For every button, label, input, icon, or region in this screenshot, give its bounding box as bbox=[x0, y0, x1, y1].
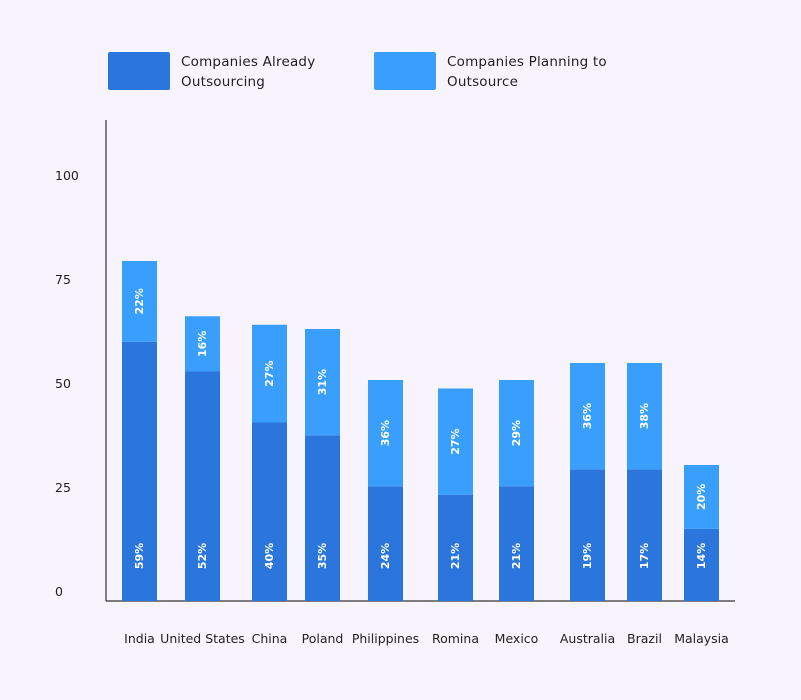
bar-segment-planning bbox=[438, 388, 473, 495]
data-label: 59% bbox=[133, 543, 146, 569]
bar-segment-planning bbox=[499, 380, 534, 487]
y-tick-label: 50 bbox=[55, 376, 71, 391]
x-tick-label: Malaysia bbox=[674, 631, 729, 646]
bar-segment-already bbox=[185, 371, 220, 601]
data-label: 31% bbox=[316, 369, 329, 395]
bar-segment-already bbox=[305, 435, 340, 601]
data-label: 36% bbox=[581, 403, 594, 429]
data-label: 27% bbox=[263, 360, 276, 386]
bar-segment-planning bbox=[627, 363, 662, 470]
data-label: 40% bbox=[263, 543, 276, 569]
x-tick-label: Brazil bbox=[627, 631, 662, 646]
bar-segment-already bbox=[368, 486, 403, 601]
data-label: 27% bbox=[449, 428, 462, 454]
bar-segment-planning bbox=[185, 316, 220, 372]
data-label: 19% bbox=[581, 543, 594, 569]
bar-segment-already bbox=[438, 494, 473, 601]
data-label: 22% bbox=[133, 288, 146, 314]
data-label: 16% bbox=[196, 331, 209, 357]
legend-swatch-already bbox=[108, 52, 170, 90]
y-tick-label: 0 bbox=[55, 584, 63, 599]
data-label: 20% bbox=[695, 484, 708, 510]
data-label: 14% bbox=[695, 543, 708, 569]
bar-segment-already bbox=[627, 469, 662, 601]
legend-item-already: Companies Already Outsourcing bbox=[108, 52, 331, 92]
x-tick-label: Poland bbox=[302, 631, 344, 646]
x-tick-label: Romina bbox=[432, 631, 479, 646]
bar-segment-planning bbox=[305, 329, 340, 436]
data-label: 35% bbox=[316, 543, 329, 569]
legend-label-planning: Companies Planning to Outsource bbox=[447, 54, 607, 90]
bar-segment-already bbox=[570, 469, 605, 601]
data-label: 52% bbox=[196, 543, 209, 569]
x-tick-label: China bbox=[252, 631, 288, 646]
data-label: 36% bbox=[379, 420, 392, 446]
legend-item-planning: Companies Planning to Outsource bbox=[374, 52, 627, 92]
y-tick-label: 25 bbox=[55, 480, 71, 495]
x-tick-label: Australia bbox=[560, 631, 615, 646]
y-tick-label: 75 bbox=[55, 272, 71, 287]
bar-segment-already bbox=[252, 422, 287, 601]
x-tick-label: United States bbox=[160, 631, 245, 646]
x-tick-label: Mexico bbox=[495, 631, 539, 646]
data-label: 29% bbox=[510, 420, 523, 446]
bar-segment-already bbox=[684, 528, 719, 601]
bar-segment-already bbox=[499, 486, 534, 601]
x-tick-label: India bbox=[124, 631, 155, 646]
bar-segment-already bbox=[122, 341, 157, 601]
data-label: 21% bbox=[510, 543, 523, 569]
data-label: 38% bbox=[638, 403, 651, 429]
data-label: 17% bbox=[638, 543, 651, 569]
legend-swatch-planning bbox=[374, 52, 436, 90]
legend-label-already: Companies Already Outsourcing bbox=[181, 54, 316, 90]
bar-segment-planning bbox=[570, 363, 605, 470]
data-label: 24% bbox=[379, 543, 392, 569]
data-label: 21% bbox=[449, 543, 462, 569]
x-tick-label: Philippines bbox=[352, 631, 419, 646]
y-tick-label: 100 bbox=[55, 168, 79, 183]
bar-segment-planning bbox=[122, 261, 157, 342]
bar-segment-planning bbox=[252, 324, 287, 423]
bar-segment-planning bbox=[368, 380, 403, 487]
bar-segment-planning bbox=[684, 465, 719, 529]
